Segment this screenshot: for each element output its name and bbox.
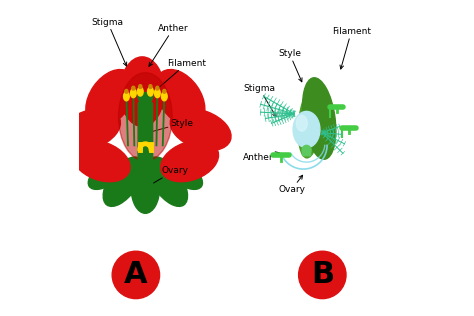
Ellipse shape [155, 70, 205, 126]
Ellipse shape [143, 93, 148, 100]
Ellipse shape [139, 95, 152, 104]
Ellipse shape [130, 89, 136, 98]
Text: Filament: Filament [150, 59, 207, 95]
Ellipse shape [138, 93, 144, 100]
Ellipse shape [103, 157, 143, 206]
Text: Ovary: Ovary [278, 175, 305, 194]
Ellipse shape [164, 158, 202, 189]
Ellipse shape [139, 85, 142, 88]
Ellipse shape [302, 145, 311, 155]
Ellipse shape [170, 109, 231, 150]
Ellipse shape [155, 89, 160, 98]
FancyBboxPatch shape [302, 148, 310, 156]
FancyBboxPatch shape [138, 102, 153, 195]
Ellipse shape [296, 115, 307, 131]
Text: B: B [311, 260, 334, 289]
Ellipse shape [132, 86, 135, 90]
Ellipse shape [163, 89, 166, 93]
Circle shape [299, 251, 346, 299]
Ellipse shape [137, 87, 143, 96]
Text: Anther: Anther [149, 24, 189, 66]
Ellipse shape [124, 92, 129, 101]
Ellipse shape [147, 93, 153, 100]
Ellipse shape [293, 111, 320, 148]
Ellipse shape [298, 88, 321, 158]
Ellipse shape [88, 158, 127, 189]
Ellipse shape [60, 109, 120, 150]
Ellipse shape [147, 157, 188, 206]
Text: Style: Style [278, 49, 302, 82]
Ellipse shape [120, 57, 164, 126]
Ellipse shape [161, 141, 219, 182]
Text: Stigma: Stigma [91, 18, 127, 66]
Ellipse shape [156, 86, 159, 90]
Ellipse shape [72, 141, 130, 182]
Ellipse shape [118, 73, 172, 161]
Ellipse shape [86, 70, 136, 126]
Ellipse shape [302, 78, 336, 159]
Circle shape [112, 251, 160, 299]
Text: Filament: Filament [332, 27, 371, 69]
Ellipse shape [149, 85, 152, 88]
Text: Style: Style [146, 119, 194, 134]
Ellipse shape [162, 92, 167, 101]
Ellipse shape [147, 87, 153, 96]
Text: Anther: Anther [243, 152, 279, 162]
Text: Stigma: Stigma [243, 84, 276, 117]
Text: A: A [124, 260, 148, 289]
Ellipse shape [131, 163, 160, 213]
Ellipse shape [125, 89, 128, 93]
Text: Ovary: Ovary [146, 166, 188, 188]
